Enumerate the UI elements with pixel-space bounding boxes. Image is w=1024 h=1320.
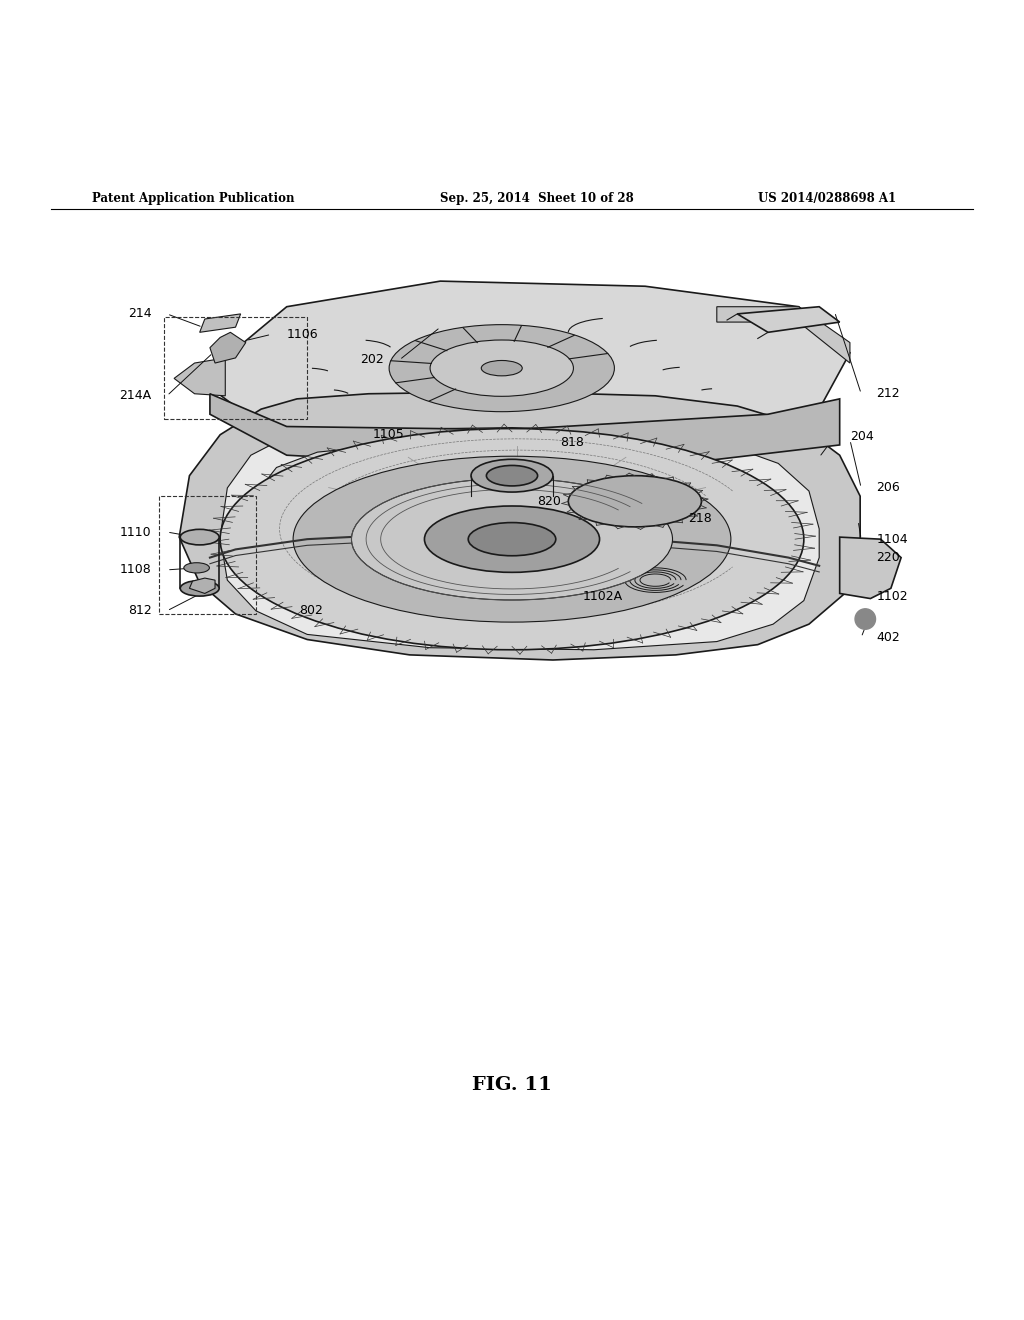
Text: 402: 402 <box>877 631 900 644</box>
Ellipse shape <box>220 429 804 649</box>
Text: FIG. 11: FIG. 11 <box>472 1076 552 1094</box>
Text: 204: 204 <box>850 430 873 444</box>
Ellipse shape <box>471 459 553 492</box>
Text: 802: 802 <box>299 605 323 618</box>
Ellipse shape <box>389 325 614 412</box>
Polygon shape <box>717 306 850 363</box>
Text: Sep. 25, 2014  Sheet 10 of 28: Sep. 25, 2014 Sheet 10 of 28 <box>440 191 634 205</box>
Ellipse shape <box>481 360 522 376</box>
Polygon shape <box>210 393 840 467</box>
Ellipse shape <box>468 523 556 556</box>
Text: 218: 218 <box>688 512 712 525</box>
Text: 1110: 1110 <box>120 525 152 539</box>
Text: 1102A: 1102A <box>583 590 623 603</box>
Ellipse shape <box>351 478 673 601</box>
Text: 212: 212 <box>877 387 900 400</box>
Ellipse shape <box>430 341 573 396</box>
Text: 1102: 1102 <box>877 590 908 603</box>
Text: 202: 202 <box>360 354 384 367</box>
Text: 1105: 1105 <box>373 428 404 441</box>
Text: 1104: 1104 <box>877 533 908 545</box>
Polygon shape <box>246 444 786 615</box>
Polygon shape <box>200 314 241 333</box>
Text: US 2014/0288698 A1: US 2014/0288698 A1 <box>758 191 896 205</box>
Polygon shape <box>179 392 860 660</box>
Text: 820: 820 <box>538 495 561 508</box>
Polygon shape <box>210 333 246 363</box>
Polygon shape <box>189 578 215 594</box>
Text: 214: 214 <box>128 308 152 321</box>
Text: Patent Application Publication: Patent Application Publication <box>92 191 295 205</box>
Ellipse shape <box>293 457 731 622</box>
Ellipse shape <box>424 506 600 573</box>
Text: 1108: 1108 <box>120 564 152 577</box>
Ellipse shape <box>486 466 538 486</box>
Text: 220: 220 <box>877 552 900 564</box>
Text: 1106: 1106 <box>287 327 318 341</box>
Ellipse shape <box>180 581 219 597</box>
Text: 206: 206 <box>877 482 900 495</box>
Polygon shape <box>220 428 819 649</box>
Ellipse shape <box>568 475 701 527</box>
Circle shape <box>855 609 876 630</box>
Ellipse shape <box>180 529 219 545</box>
Ellipse shape <box>184 562 210 573</box>
Polygon shape <box>840 537 901 598</box>
Polygon shape <box>174 358 225 396</box>
Text: 214A: 214A <box>120 389 152 403</box>
Polygon shape <box>737 306 840 333</box>
Text: 818: 818 <box>560 437 584 449</box>
Text: 812: 812 <box>128 605 152 618</box>
Polygon shape <box>205 281 850 450</box>
